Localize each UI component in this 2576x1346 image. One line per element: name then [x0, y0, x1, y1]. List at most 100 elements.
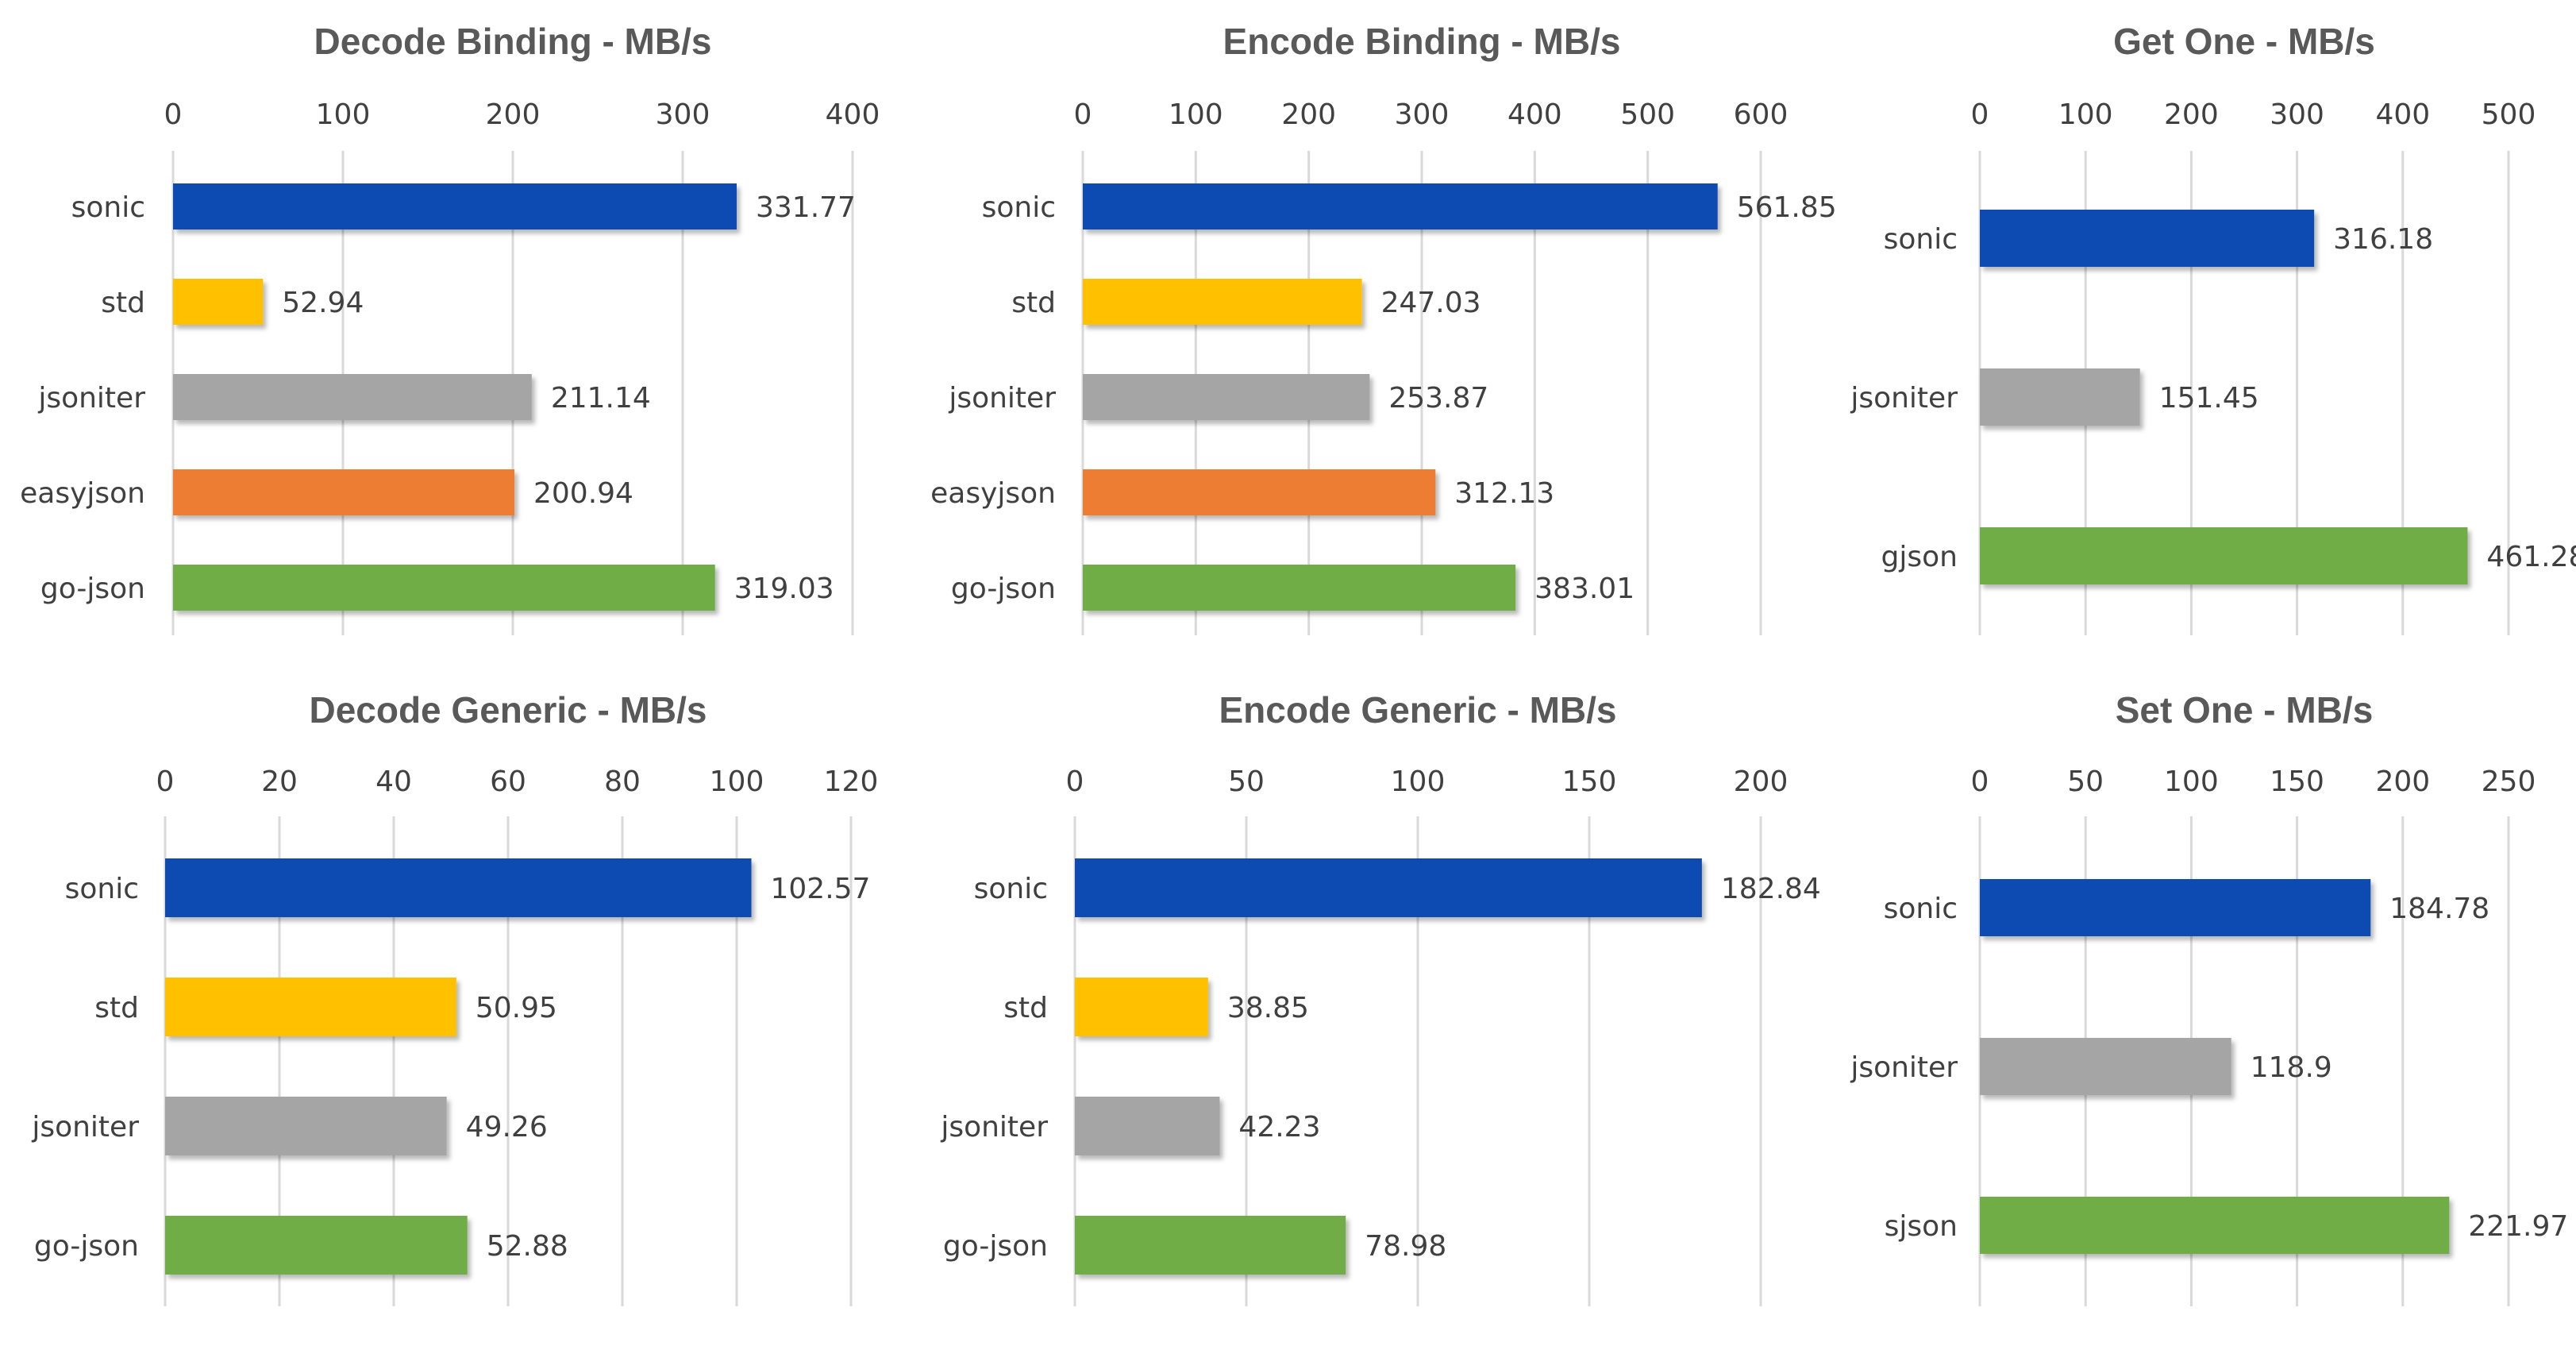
tick-label: 0	[1971, 766, 1989, 798]
tick-label: 100	[1169, 98, 1223, 131]
bar-go-json	[1075, 1216, 1346, 1275]
category-label: jsoniter	[948, 382, 1056, 415]
data-label: 78.98	[1365, 1230, 1446, 1263]
bar-sonic	[1980, 210, 2315, 267]
tick-label: 200	[2375, 766, 2430, 798]
bar-jsoniter	[1075, 1097, 1220, 1155]
category-label: easyjson	[20, 477, 145, 510]
tick-label: 0	[1066, 766, 1084, 798]
data-label: 221.97	[2468, 1210, 2568, 1243]
tick-label: 0	[1074, 98, 1092, 131]
tick-label: 100	[710, 766, 764, 798]
category-label: gjson	[1881, 541, 1958, 573]
category-label: sonic	[1884, 893, 1958, 925]
tick-label: 400	[826, 98, 880, 131]
data-label: 561.85	[1737, 191, 1837, 224]
category-label: jsoniter	[1850, 382, 1958, 415]
category-label: go-json	[943, 1230, 1048, 1263]
tick-label: 60	[490, 766, 526, 798]
tick-label: 100	[2058, 98, 2113, 131]
tick-label: 200	[1734, 766, 1789, 798]
category-label: jsoniter	[1850, 1051, 1958, 1084]
chart-title: Decode Binding - MB/s	[314, 21, 712, 62]
category-label: sonic	[1884, 223, 1958, 256]
category-label: std	[101, 287, 145, 319]
data-label: 319.03	[734, 573, 834, 605]
data-label: 247.03	[1381, 287, 1481, 319]
category-label: std	[1011, 287, 1056, 319]
category-label: easyjson	[930, 477, 1056, 510]
data-label: 312.13	[1454, 477, 1554, 510]
tick-label: 200	[2164, 98, 2219, 131]
tick-label: 20	[261, 766, 298, 798]
bar-gjson	[1980, 527, 2468, 584]
tick-label: 150	[1562, 766, 1617, 798]
data-label: 253.87	[1388, 382, 1488, 415]
bar-sonic	[1075, 858, 1702, 917]
bar-sjson	[1980, 1197, 2450, 1254]
category-label: jsoniter	[31, 1111, 139, 1144]
data-label: 383.01	[1534, 573, 1635, 605]
tick-label: 200	[486, 98, 541, 131]
data-label: 38.85	[1227, 992, 1309, 1024]
bar-std	[165, 978, 456, 1036]
bar-go-json	[165, 1216, 468, 1275]
chart-title: Encode Generic - MB/s	[1219, 689, 1616, 731]
data-label: 200.94	[533, 477, 633, 510]
tick-label: 100	[2164, 766, 2219, 798]
tick-label: 40	[375, 766, 412, 798]
data-label: 316.18	[2333, 223, 2433, 256]
data-label: 50.95	[476, 992, 557, 1024]
tick-label: 0	[1971, 98, 1989, 131]
tick-label: 80	[604, 766, 641, 798]
chart-title: Decode Generic - MB/s	[309, 689, 707, 731]
data-label: 184.78	[2389, 893, 2489, 925]
tick-label: 50	[2067, 766, 2104, 798]
bar-sonic	[1083, 183, 1718, 229]
data-label: 52.94	[282, 287, 364, 319]
bar-jsoniter	[1980, 1038, 2231, 1095]
category-label: go-json	[40, 573, 145, 605]
data-label: 182.84	[1721, 873, 1821, 905]
tick-label: 400	[1507, 98, 1562, 131]
category-label: go-json	[951, 573, 1056, 605]
tick-label: 0	[164, 98, 183, 131]
chart-title: Set One - MB/s	[2116, 689, 2374, 731]
category-label: jsoniter	[940, 1111, 1048, 1144]
data-label: 331.77	[756, 191, 856, 224]
chart-title: Encode Binding - MB/s	[1223, 21, 1621, 62]
bar-easyjson	[173, 469, 515, 515]
data-label: 102.57	[771, 873, 871, 905]
bar-sonic	[173, 183, 737, 229]
tick-label: 500	[1620, 98, 1675, 131]
tick-label: 100	[1391, 766, 1446, 798]
tick-label: 300	[656, 98, 710, 131]
data-label: 49.26	[466, 1111, 548, 1144]
bar-sonic	[1980, 879, 2371, 936]
data-label: 151.45	[2159, 382, 2259, 415]
category-label: sonic	[982, 191, 1056, 224]
tick-label: 200	[1281, 98, 1336, 131]
bar-sonic	[165, 858, 752, 917]
category-label: std	[1003, 992, 1048, 1024]
category-label: sonic	[974, 873, 1048, 905]
tick-label: 500	[2482, 98, 2536, 131]
bar-std	[173, 279, 264, 325]
bar-std	[1075, 978, 1208, 1036]
tick-label: 50	[1228, 766, 1265, 798]
tick-label: 250	[2482, 766, 2536, 798]
data-label: 461.28	[2486, 541, 2576, 573]
chart-title: Get One - MB/s	[2113, 21, 2375, 62]
bar-jsoniter	[1980, 368, 2140, 426]
tick-label: 600	[1734, 98, 1789, 131]
bar-jsoniter	[173, 374, 532, 420]
category-label: sjson	[1885, 1210, 1958, 1243]
tick-label: 100	[316, 98, 371, 131]
bar-std	[1083, 279, 1362, 325]
